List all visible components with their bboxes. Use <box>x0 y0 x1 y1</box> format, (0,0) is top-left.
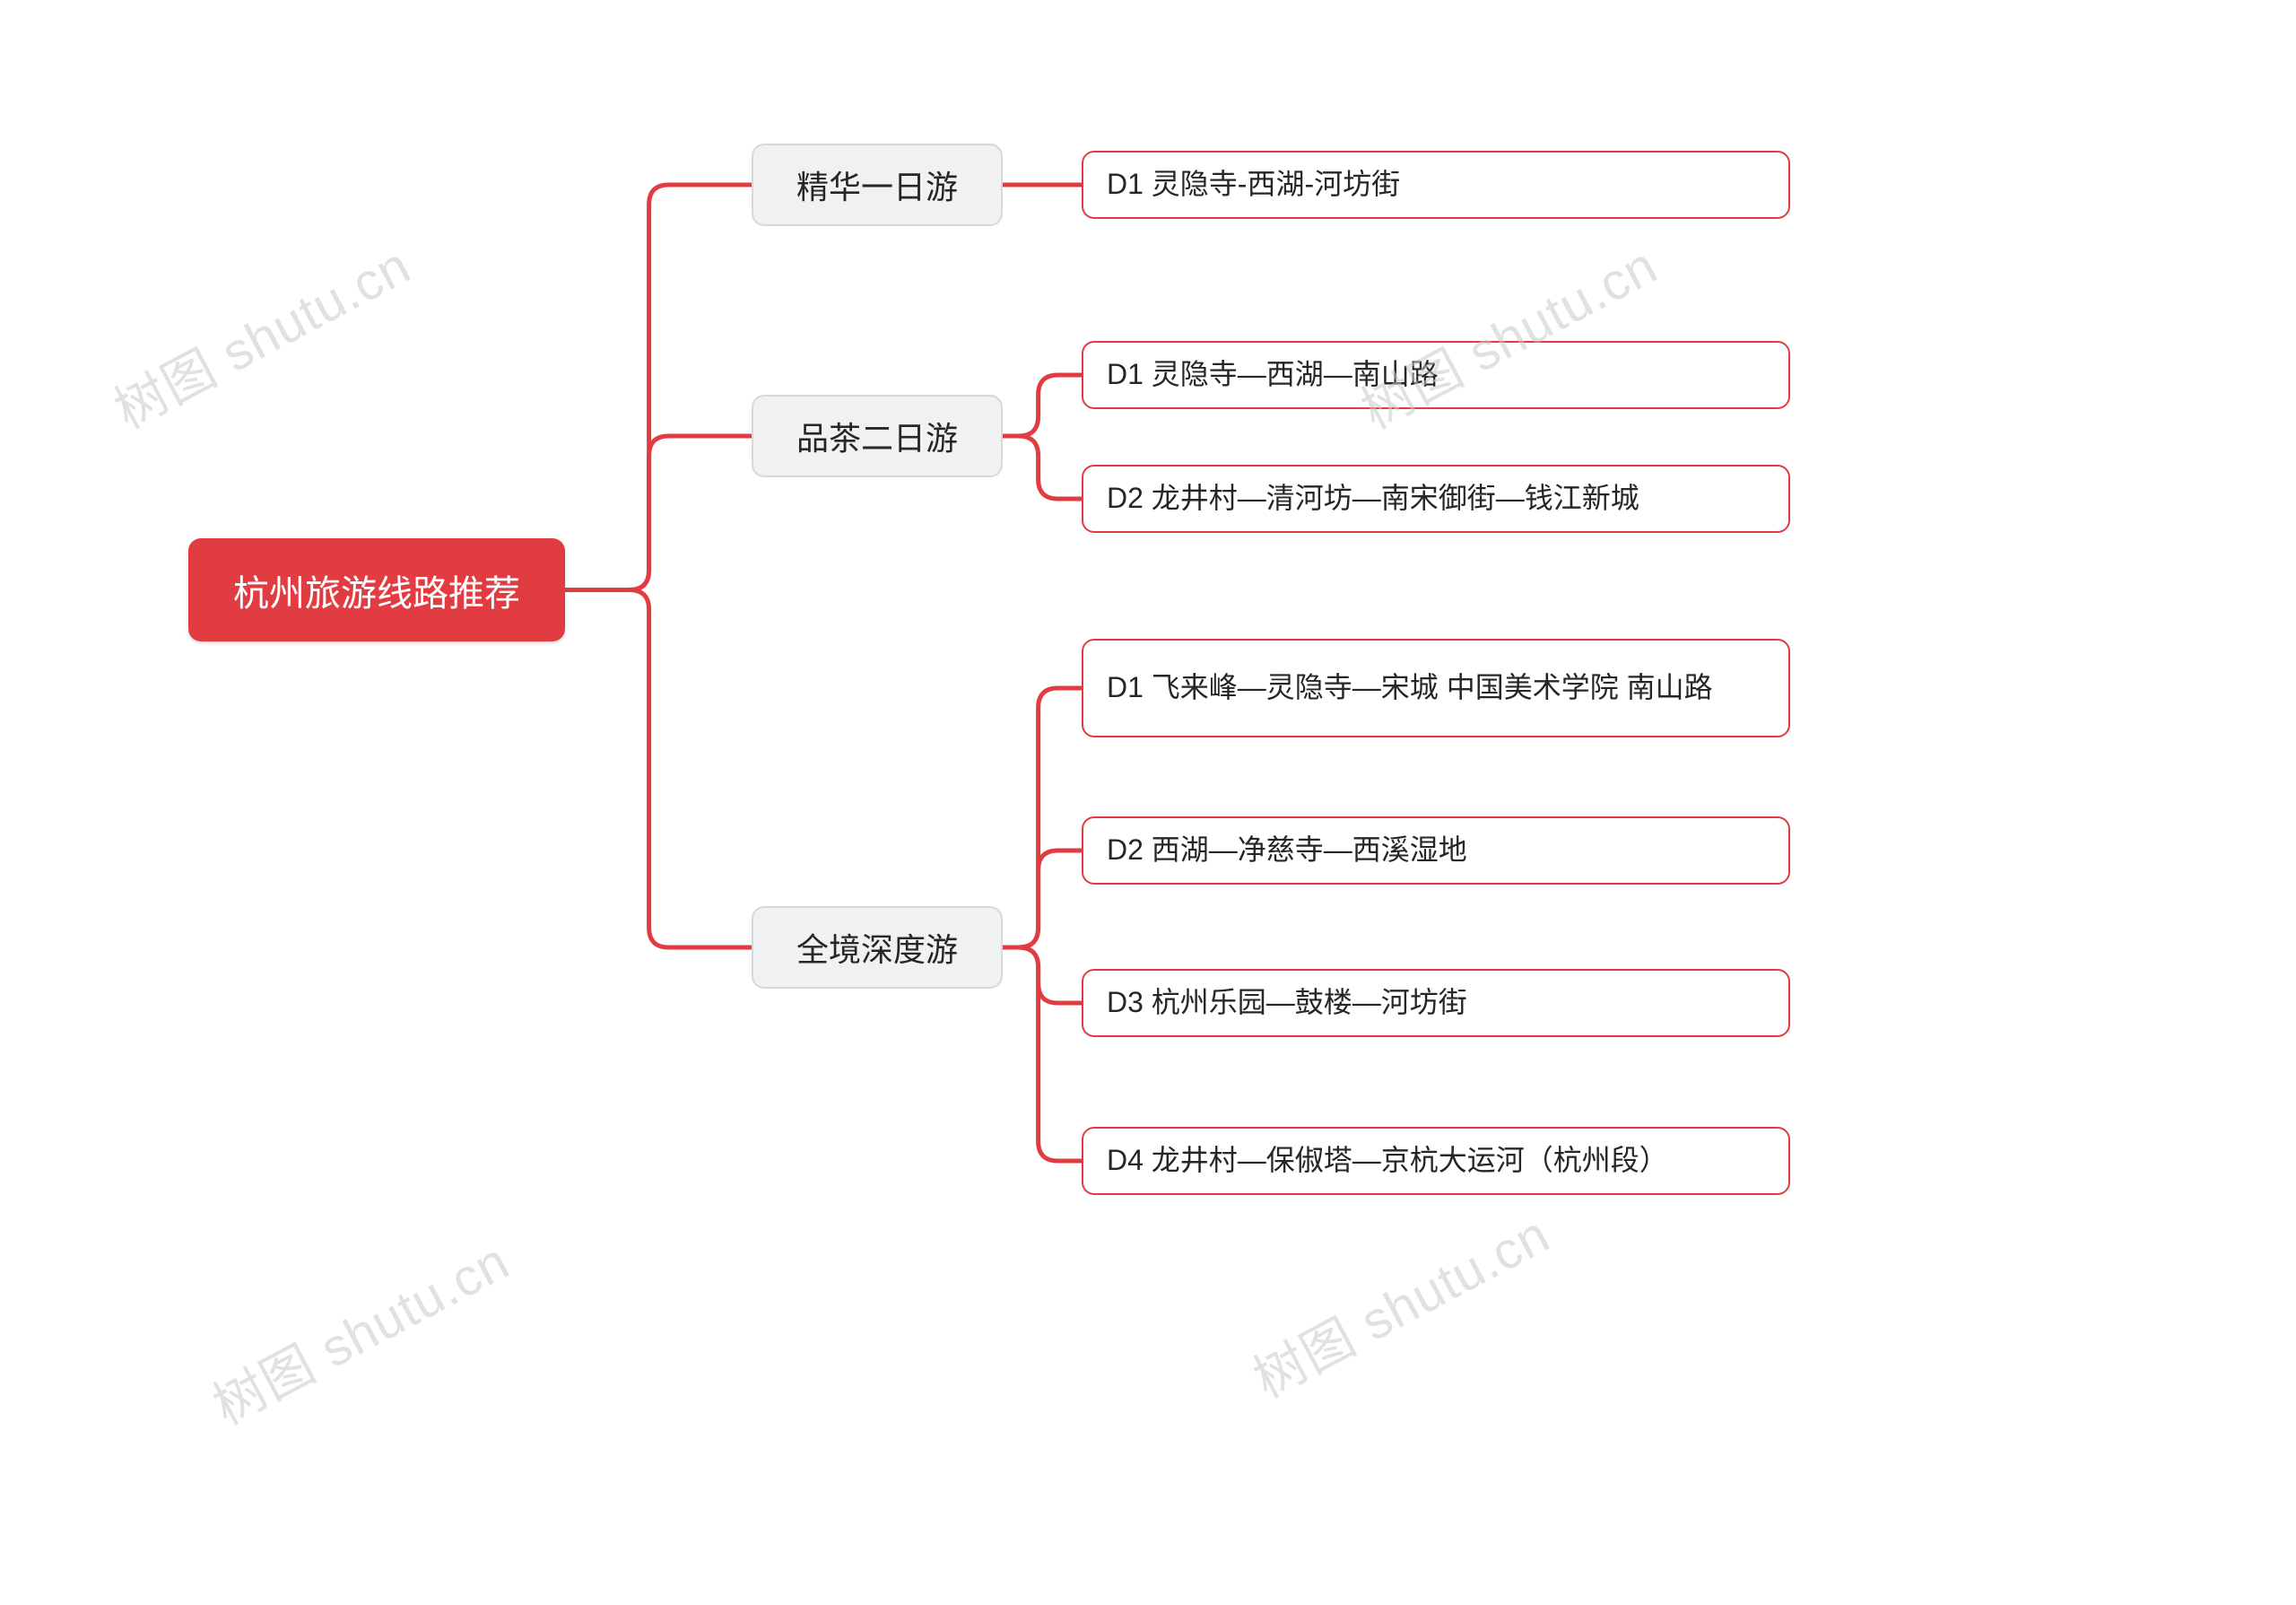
leaf-node: D2 龙井村—清河坊—南宋御街—钱江新城 <box>1082 465 1790 533</box>
leaf-node: D1 飞来峰—灵隐寺—宋城 中国美术学院 南山路 <box>1082 639 1790 737</box>
watermark: 树图 shutu.cn <box>198 1220 520 1439</box>
leaf-label: D1 飞来峰—灵隐寺—宋城 中国美术学院 南山路 <box>1107 668 1713 707</box>
branch-node: 精华一日游 <box>752 144 1003 226</box>
branch-node: 品茶二日游 <box>752 395 1003 477</box>
edge <box>1003 436 1082 499</box>
leaf-node: D1 灵隐寺-西湖-河坊街 <box>1082 151 1790 219</box>
edge <box>1003 850 1082 947</box>
branch-label: 精华一日游 <box>796 161 958 208</box>
watermark: 树图 shutu.cn <box>1239 1193 1561 1412</box>
watermark: 树图 shutu.cn <box>100 224 422 443</box>
mindmap-canvas: 杭州旅游线路推荐 精华一日游D1 灵隐寺-西湖-河坊街品茶二日游D1 灵隐寺—西… <box>0 0 2296 1605</box>
leaf-node: D4 龙井村—保俶塔—京杭大运河（杭州段） <box>1082 1127 1790 1195</box>
edge <box>1003 375 1082 436</box>
branch-node: 全境深度游 <box>752 906 1003 989</box>
edge <box>565 436 752 590</box>
branch-label: 全境深度游 <box>796 924 958 971</box>
watermark: 树图 shutu.cn <box>1346 224 1668 443</box>
leaf-label: D2 西湖—净慈寺—西溪湿地 <box>1107 831 1467 869</box>
leaf-label: D1 灵隐寺-西湖-河坊街 <box>1107 165 1400 204</box>
leaf-node: D3 杭州乐园—鼓楼—河坊街 <box>1082 969 1790 1037</box>
edge <box>1003 947 1082 1161</box>
leaf-label: D2 龙井村—清河坊—南宋御街—钱江新城 <box>1107 479 1639 518</box>
edge <box>1003 688 1082 947</box>
root-label: 杭州旅游线路推荐 <box>233 564 520 616</box>
leaf-node: D2 西湖—净慈寺—西溪湿地 <box>1082 816 1790 885</box>
leaf-label: D3 杭州乐园—鼓楼—河坊街 <box>1107 983 1467 1022</box>
edge <box>565 590 752 948</box>
root-node: 杭州旅游线路推荐 <box>188 538 565 641</box>
branch-label: 品茶二日游 <box>796 413 958 459</box>
edge <box>1003 947 1082 1003</box>
edge <box>565 185 752 590</box>
leaf-label: D4 龙井村—保俶塔—京杭大运河（杭州段） <box>1107 1141 1668 1180</box>
